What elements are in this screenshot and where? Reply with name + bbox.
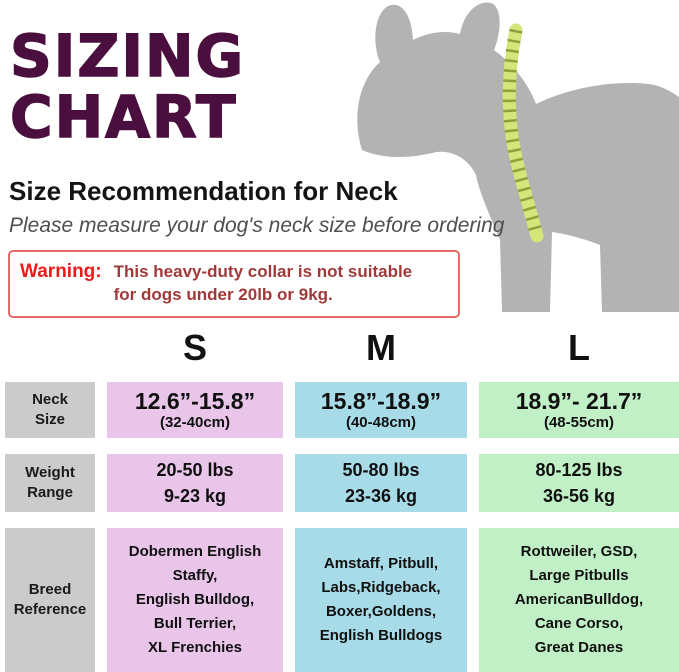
breed-reference-m-text: Amstaff, Pitbull, Labs,Ridgeback, Boxer,… [319,555,443,644]
weight-range-cell-s: 20-50 lbs 9-23 kg [107,454,283,512]
weight-range-m-text: 50-80 lbs 23-36 kg [342,459,420,506]
page-title-line1: SIZING [9,22,246,90]
neck-size-s-inches: 12.6”-15.8” [134,387,256,414]
subtitle: Size Recommendation for Neck [9,176,398,206]
weight-range-l-text: 80-125 lbs 36-56 kg [535,459,623,506]
measuring-tape-icon [502,23,544,243]
row-label-neck-size: Neck Size [5,382,95,438]
neck-size-cell-m: 15.8”-18.9” (40-48cm) [295,382,467,438]
measure-note: Please measure your dog's neck size befo… [9,214,505,237]
breed-reference-cell-s: Dobermen English Staffy, English Bulldog… [107,528,283,672]
corner-spacer [5,326,95,366]
dog-silhouette-svg [357,2,679,313]
neck-size-s-cm: (32-40cm) [159,414,231,432]
page-title-line2: CHART [9,83,238,152]
warning-text: This heavy-duty collar is not suitable f… [113,262,413,304]
page-title: SIZING CHART [9,22,246,152]
weight-range-cell-m: 50-80 lbs 23-36 kg [295,454,467,512]
neck-size-m-inches: 15.8”-18.9” [320,387,442,414]
size-column-header-s: S [182,327,207,368]
neck-size-cell-l: 18.9”- 21.7” (48-55cm) [479,382,679,438]
neck-size-cell-s: 12.6”-15.8” (32-40cm) [107,382,283,438]
neck-size-l-cm: (48-55cm) [543,414,615,432]
warning-label: Warning: [20,261,102,282]
dog-silhouette-image [344,0,679,313]
breed-reference-cell-l: Rottweiler, GSD, Large Pitbulls American… [479,528,679,672]
neck-size-l-inches: 18.9”- 21.7” [515,387,643,414]
weight-range-s-text: 20-50 lbs 9-23 kg [156,459,234,506]
size-column-header-l: L [568,327,590,368]
size-column-header-m: M [366,327,396,368]
row-label-breed-reference: Breed Reference [5,528,95,672]
warning-box: Warning: This heavy-duty collar is not s… [8,250,460,318]
size-table: S M L Neck Size 12.6”-15.8” (32-40cm) 15… [5,326,679,672]
neck-size-m-cm: (40-48cm) [345,414,417,432]
breed-reference-s-text: Dobermen English Staffy, English Bulldog… [128,543,262,656]
breed-reference-cell-m: Amstaff, Pitbull, Labs,Ridgeback, Boxer,… [295,528,467,672]
weight-range-cell-l: 80-125 lbs 36-56 kg [479,454,679,512]
row-label-weight-range: Weight Range [5,454,95,512]
breed-reference-l-text: Rottweiler, GSD, Large Pitbulls American… [514,543,644,656]
